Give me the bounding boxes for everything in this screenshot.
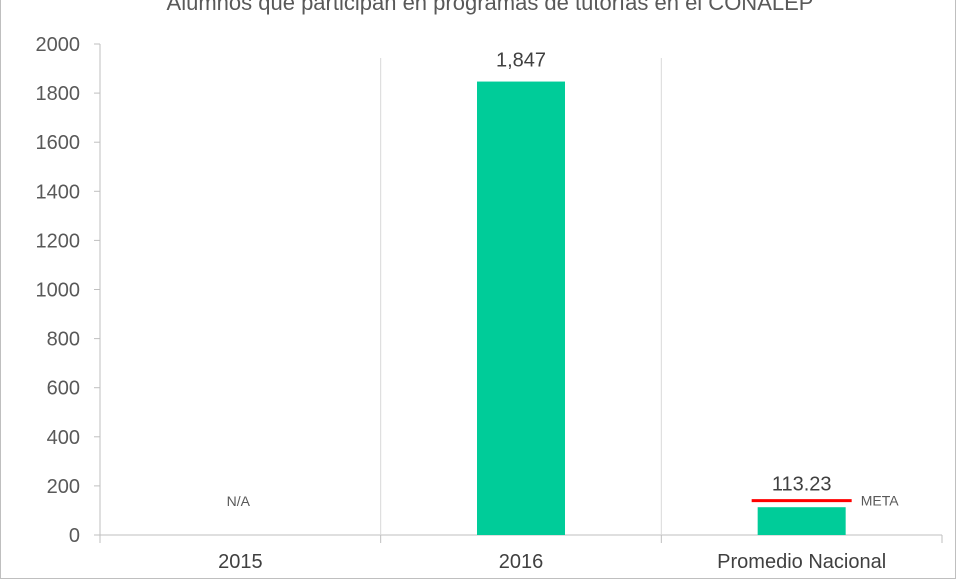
x-category-label: Promedio Nacional: [717, 551, 886, 573]
chart-title: Alumnos que participan en programas de t…: [167, 0, 814, 15]
x-category-label: 2016: [499, 551, 544, 573]
data-label: N/A: [227, 493, 251, 509]
y-tick-label: 0: [69, 525, 80, 547]
y-tick-label: 1000: [36, 280, 81, 302]
y-tick-label: 1200: [36, 230, 81, 252]
bar-promedio-nacional: [757, 507, 846, 535]
meta-label: META: [861, 493, 900, 509]
y-tick-label: 400: [47, 427, 80, 449]
plot-area: 0 200 400 600 800 1000 1200 1400 1600 1800 2000 201…: [36, 34, 943, 573]
y-tick-label: 1800: [36, 83, 81, 105]
data-label: 1,847: [496, 50, 546, 72]
y-tick-label: 800: [47, 329, 80, 351]
y-tick-label: 2000: [36, 34, 81, 56]
data-label: 113.23: [772, 474, 832, 496]
x-category-label: 2015: [218, 551, 263, 573]
y-tick-label: 600: [47, 378, 80, 400]
y-tick-label: 1400: [36, 181, 81, 203]
y-tick-label: 1600: [36, 132, 81, 154]
bar-2016: [477, 81, 565, 536]
y-tick-label: 200: [47, 476, 80, 498]
